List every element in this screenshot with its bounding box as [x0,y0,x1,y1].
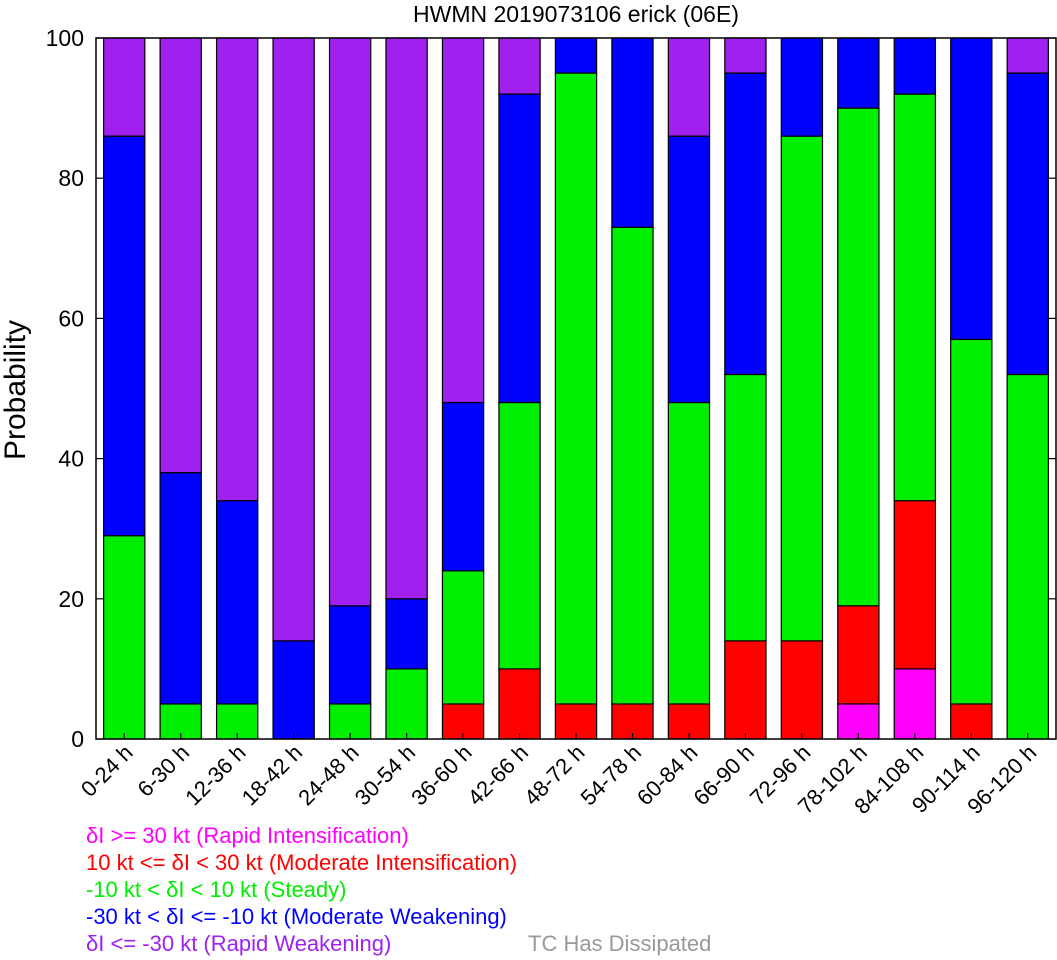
bar-segment [724,72,767,376]
bar-segment [1006,373,1049,740]
bar-segment [724,640,767,740]
bar-segment [328,605,372,705]
bar-segment [667,401,711,705]
bar-segment [441,401,485,572]
legend-moderate-intensification: 10 kt <= δI < 30 kt (Moderate Intensific… [86,850,518,875]
x-tick-label: 36-60 h [406,740,476,810]
bar-segment [950,37,993,341]
bar-segment [893,93,937,502]
bar-segment [1006,72,1049,376]
bar-segment [837,37,880,109]
bar-segment [272,640,315,740]
legend-tc-dissipated: TC Has Dissipated [528,931,712,956]
bar-segment [893,37,937,95]
y-tick-label: 60 [58,305,84,331]
y-axis: 0 20 40 60 80 100 [46,25,1056,752]
x-tick-label: 60-84 h [632,740,702,810]
bar-segment [215,500,259,705]
bar-segment [498,668,541,740]
y-tick-label: 40 [58,446,84,472]
bar-segment [837,107,880,607]
bar-segment [215,37,259,502]
bar-segment [667,37,711,137]
bar-segment [780,135,824,642]
chart-title: HWMN 2019073106 erick (06E) [413,1,739,27]
y-axis-label: Probability [0,320,32,460]
bar-segment [837,605,880,705]
x-tick-label: 24-48 h [293,740,363,810]
x-tick-label: 42-66 h [463,740,533,810]
x-tick-label: 0-24 h [76,740,138,802]
bar-segment [103,37,146,137]
bar-segment [159,37,202,474]
y-tick-label: 20 [58,586,84,612]
legend-moderate-weakening: -30 kt < δI <= -10 kt (Moderate Weakenin… [86,904,507,929]
bar-segment [611,37,654,228]
bar-segment [159,472,202,705]
bar-segment [724,373,767,642]
x-tick-label: 18-42 h [237,740,307,810]
bar-segment [441,37,485,404]
bar-segment [950,338,993,705]
bar-segment [498,93,541,404]
bar-segment [893,500,937,670]
bar-segment [554,72,598,705]
y-tick-label: 0 [71,726,84,752]
bar-segment [780,37,824,137]
bar-segment [667,135,711,404]
bar-segment [385,37,428,600]
bar-segment [1006,37,1049,74]
bar-segment [385,598,428,670]
bar-segment [498,401,541,670]
bar-segment [724,37,767,74]
x-axis: 0-24 h6-30 h12-36 h18-42 h24-48 h30-54 h… [76,733,1041,819]
legend-rapid-weakening: δI <= -30 kt (Rapid Weakening) [86,931,392,956]
y-tick-label: 80 [58,165,84,191]
bar-segment [103,535,146,740]
legend-rapid-intensification: δI >= 30 kt (Rapid Intensification) [86,823,409,848]
bar-segment [893,668,937,740]
bar-segment [780,640,824,740]
bars-group [103,37,1049,740]
bar-segment [498,37,541,95]
bar-segment [611,226,654,705]
bar-segment [554,37,598,74]
bar-segment [441,570,485,705]
x-tick-label: 66-90 h [688,740,758,810]
x-tick-label: 54-78 h [576,740,646,810]
x-tick-label: 48-72 h [519,740,589,810]
x-tick-label: 30-54 h [350,740,420,810]
legend-steady: -10 kt < δI < 10 kt (Steady) [86,877,347,902]
bar-segment [328,37,372,607]
bar-segment [103,135,146,537]
y-tick-label: 100 [46,25,84,51]
x-tick-label: 12-36 h [180,740,250,810]
bar-segment [385,668,428,740]
bar-segment [272,37,315,642]
